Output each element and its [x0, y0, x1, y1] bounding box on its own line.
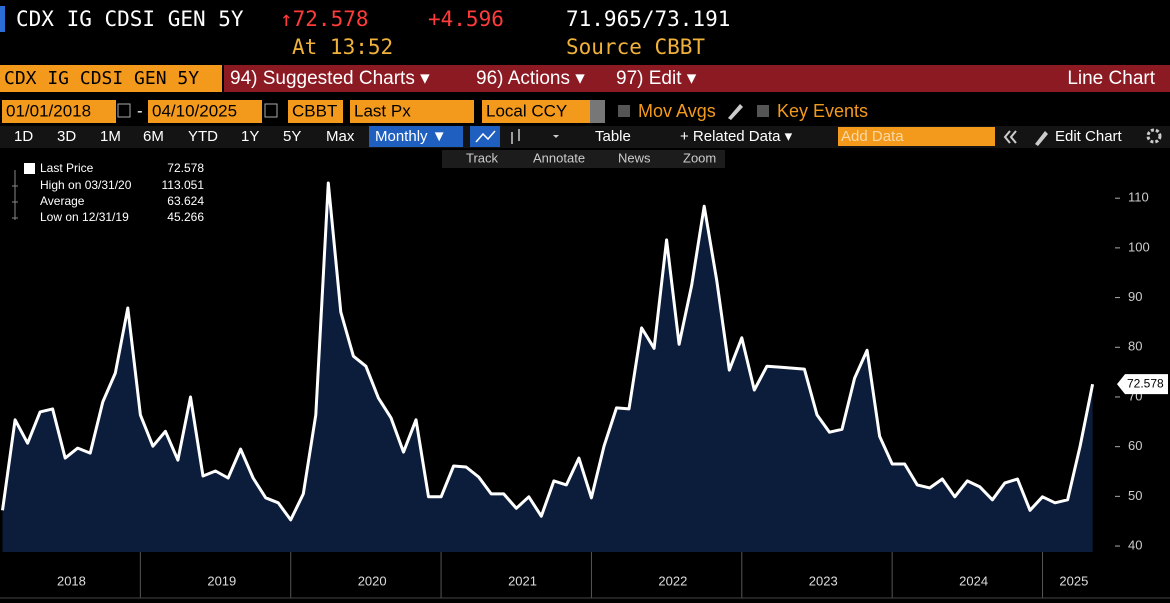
x-tick-label: 2022 — [658, 573, 687, 588]
x-tick-label: 2021 — [508, 573, 537, 588]
security: CDX IG CDSI GEN 5Y — [4, 68, 199, 89]
range-button[interactable]: 1D — [14, 128, 33, 145]
range-button[interactable]: 3D — [57, 128, 76, 145]
pencil-icon — [1035, 131, 1048, 146]
tool-bar — [442, 150, 725, 168]
collapse-icon[interactable] — [1003, 130, 1017, 144]
bar-icon[interactable] — [511, 129, 520, 144]
dropdown[interactable] — [590, 100, 605, 123]
menu[interactable]: 96) Actions ▾ — [476, 68, 585, 89]
y-tick-label: 40 — [1128, 537, 1142, 552]
legend-box — [10, 160, 210, 228]
pencil-icon — [728, 104, 743, 120]
header-marker — [0, 6, 5, 32]
y-tick-label: 100 — [1128, 239, 1150, 254]
legend-label: Average — [40, 194, 85, 208]
range-button[interactable]: 1Y — [241, 128, 259, 145]
price-tag — [1117, 374, 1168, 395]
legend-value: 113.051 — [162, 178, 205, 192]
legend-label: Last Price — [40, 161, 94, 175]
edit-chart[interactable]: Edit Chart — [1055, 128, 1123, 145]
x-tick-label: 2025 — [1059, 573, 1088, 588]
x-tick-label: 2019 — [207, 573, 236, 588]
area — [2, 183, 1093, 552]
currency-box[interactable] — [482, 100, 590, 123]
table-button[interactable]: Table — [595, 128, 631, 145]
range-button[interactable]: YTD — [188, 128, 218, 145]
chart-type: Line Chart — [1067, 68, 1155, 89]
calendar-icon[interactable] — [264, 103, 278, 118]
start-date-field[interactable] — [2, 100, 116, 123]
bid-ask: 71.965/73.191 — [566, 7, 730, 31]
gear-icon[interactable] — [1146, 128, 1162, 144]
y-tick-label: 80 — [1128, 339, 1142, 354]
ticker: CDX IG CDSI GEN 5Y — [16, 7, 244, 31]
tool[interactable]: Track — [466, 150, 499, 165]
range-button[interactable]: 6M — [143, 128, 164, 145]
line — [1, 181, 1095, 522]
x-tick-label: 2024 — [959, 573, 988, 588]
source-field[interactable] — [288, 100, 343, 123]
add-data: Add Data — [841, 128, 904, 145]
y-tick-label: 110 — [1128, 190, 1149, 205]
range-button[interactable]: 5Y — [283, 128, 301, 145]
legend-value: 72.578 — [167, 161, 204, 175]
checkbox[interactable] — [618, 105, 630, 117]
change: +4.596 — [428, 7, 504, 31]
dropdown-icon[interactable] — [553, 135, 559, 138]
y-tick-label: 90 — [1128, 289, 1142, 304]
x-tick-label: 2020 — [358, 573, 387, 588]
end-date: 04/10/2025 — [152, 101, 237, 120]
tool[interactable]: Zoom — [683, 150, 716, 165]
y-tick-label: 60 — [1128, 438, 1142, 453]
source: Source CBBT — [566, 35, 705, 59]
source-value: CBBT — [292, 101, 337, 120]
time: At 13:52 — [292, 35, 393, 59]
field-box[interactable] — [350, 100, 474, 123]
option: Mov Avgs — [638, 101, 716, 121]
date-separator: - — [137, 101, 143, 120]
calendar-icon[interactable] — [117, 103, 131, 118]
menu-bar — [224, 65, 1170, 92]
menu[interactable]: 97) Edit ▾ — [616, 68, 697, 89]
end-date-field[interactable] — [148, 100, 262, 123]
menu[interactable]: 94) Suggested Charts ▾ — [230, 68, 430, 89]
price-tag-label: 72.578 — [1127, 376, 1164, 390]
legend-value: 45.266 — [167, 210, 204, 224]
period: Monthly ▼ — [375, 128, 447, 145]
legend-tree — [12, 170, 18, 220]
legend-value: 63.624 — [167, 194, 204, 208]
period-box[interactable] — [369, 126, 463, 147]
field: Last Px — [354, 101, 411, 120]
currency: Local CCY — [486, 101, 567, 120]
legend-label: High on 03/31/20 — [40, 178, 132, 192]
range-buttons: 1D 3D 1M 6M YTD 1Y 5Y Max — [14, 128, 355, 145]
tool[interactable]: News — [618, 150, 651, 165]
y-tick-label: 50 — [1128, 488, 1142, 503]
start-date: 01/01/2018 — [6, 101, 91, 120]
add-data-field[interactable] — [838, 127, 995, 146]
security-box[interactable] — [0, 65, 222, 92]
x-tick-label: 2018 — [57, 573, 86, 588]
range-button[interactable]: 1M — [100, 128, 121, 145]
last-price: ↑72.578 — [280, 7, 369, 31]
related-data[interactable]: + Related Data ▾ — [680, 128, 793, 145]
legend-swatch — [24, 163, 35, 174]
checkbox[interactable] — [757, 105, 769, 117]
line-icon — [475, 130, 496, 143]
range-button[interactable]: Max — [326, 128, 355, 145]
x-tick-label: 2023 — [809, 573, 838, 588]
plot: 2018 2019 2020 2021 2022 2023 2024 202540506070… — [0, 181, 1170, 599]
legend-label: Low on 12/31/19 — [40, 210, 129, 224]
option: Key Events — [777, 101, 868, 121]
tool[interactable]: Annotate — [533, 150, 585, 165]
